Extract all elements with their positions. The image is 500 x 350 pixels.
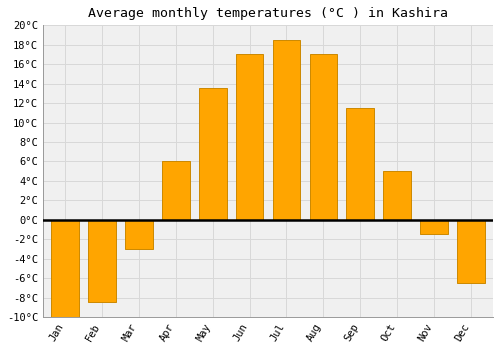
Bar bbox=[457, 220, 485, 283]
Bar bbox=[384, 171, 411, 220]
Bar bbox=[88, 220, 116, 302]
Bar bbox=[272, 40, 300, 220]
Bar bbox=[346, 108, 374, 220]
Bar bbox=[310, 55, 337, 220]
Bar bbox=[199, 89, 226, 220]
Title: Average monthly temperatures (°C ) in Kashira: Average monthly temperatures (°C ) in Ka… bbox=[88, 7, 448, 20]
Bar bbox=[420, 220, 448, 234]
Bar bbox=[236, 55, 264, 220]
Bar bbox=[52, 220, 79, 317]
Bar bbox=[162, 161, 190, 220]
Bar bbox=[125, 220, 153, 249]
